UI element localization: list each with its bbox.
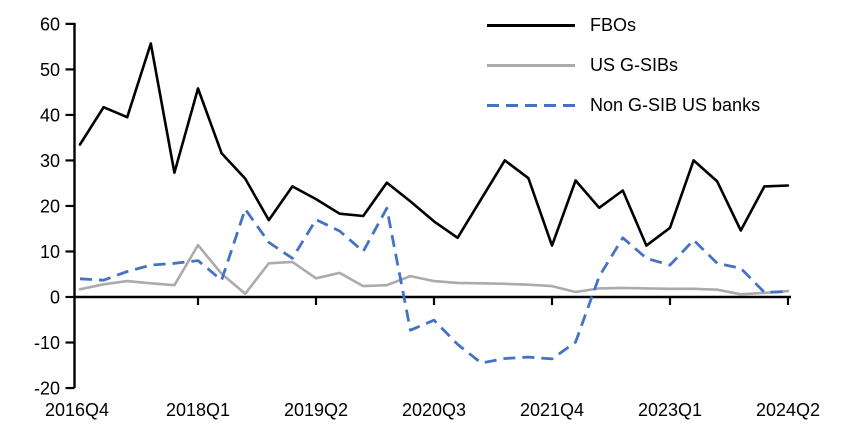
- x-tick-label: 2018Q1: [166, 400, 230, 420]
- y-tick-label: 60: [40, 14, 60, 34]
- series-line-non-g-sib-us-banks: [79, 206, 789, 365]
- series-line-us-g-sibs: [78, 243, 790, 296]
- legend-label-non-gsib: Non G-SIB US banks: [590, 94, 761, 115]
- legend-label-us-gsibs: US G-SIBs: [590, 54, 679, 75]
- us-gsibs-line-swatch: [487, 63, 575, 67]
- fbos-line-swatch: [487, 23, 575, 27]
- y-tick-label: 40: [40, 105, 60, 125]
- x-tick-label: 2020Q3: [402, 400, 466, 420]
- y-tick-label: 30: [40, 151, 60, 171]
- y-tick-label: 50: [40, 60, 60, 80]
- non-gsib-line-swatch: [487, 103, 575, 107]
- y-tick-label: 0: [50, 288, 60, 308]
- legend-item-us-gsibs: US G-SIBs: [487, 45, 760, 85]
- y-tick-label: 10: [40, 242, 60, 262]
- x-tick-label: 2016Q4: [45, 400, 109, 420]
- x-tick-label: 2024Q2: [756, 400, 820, 420]
- y-tick-label: -10: [34, 333, 60, 353]
- x-tick-label: 2019Q2: [284, 400, 348, 420]
- y-tick-label: -20: [34, 379, 60, 399]
- x-tick-label: 2023Q1: [638, 400, 702, 420]
- legend-label-fbos: FBOs: [590, 14, 637, 35]
- legend: FBOs US G-SIBs Non G-SIB US banks: [487, 5, 760, 125]
- x-tick-label: 2021Q4: [520, 400, 584, 420]
- series-line-fbos: [78, 42, 790, 247]
- legend-item-non-gsib: Non G-SIB US banks: [487, 85, 760, 125]
- y-tick-label: 20: [40, 196, 60, 216]
- legend-item-fbos: FBOs: [487, 5, 760, 45]
